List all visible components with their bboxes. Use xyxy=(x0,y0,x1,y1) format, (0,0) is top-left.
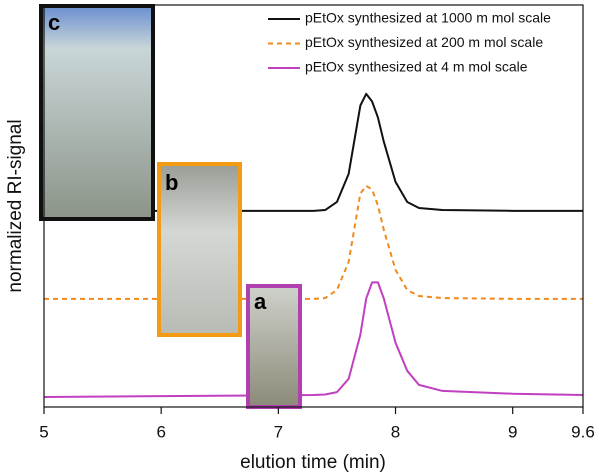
plot-area xyxy=(43,92,584,398)
inset-photo-a xyxy=(246,284,302,409)
insets: a b c xyxy=(39,4,302,409)
legend-label: pEtOx synthesized at 1000 m mol scale xyxy=(305,10,551,26)
inset-label: a xyxy=(254,289,267,314)
x-tick-label: 8 xyxy=(391,422,400,441)
legend-label: pEtOx synthesized at 200 m mol scale xyxy=(305,34,543,50)
inset-label: b xyxy=(165,170,178,195)
x-tick-label: 7 xyxy=(274,422,283,441)
series-line xyxy=(44,92,583,212)
x-tick-label: 6 xyxy=(156,422,165,441)
legend-label: pEtOx synthesized at 4 m mol scale xyxy=(305,59,528,75)
inset-photo-c xyxy=(39,4,155,221)
series-line xyxy=(43,281,584,398)
inset-photo-b xyxy=(157,162,242,337)
x-axis-label: elution time (min) xyxy=(240,452,386,473)
x-tick-label: 9.6 xyxy=(571,422,595,441)
inset-label: c xyxy=(48,10,60,35)
x-tick-label: 9 xyxy=(508,422,517,441)
plot-frame xyxy=(43,4,584,408)
x-tick-label: 5 xyxy=(39,422,48,441)
y-axis-label: normalized RI-signal xyxy=(5,119,26,292)
series-line xyxy=(44,184,583,300)
